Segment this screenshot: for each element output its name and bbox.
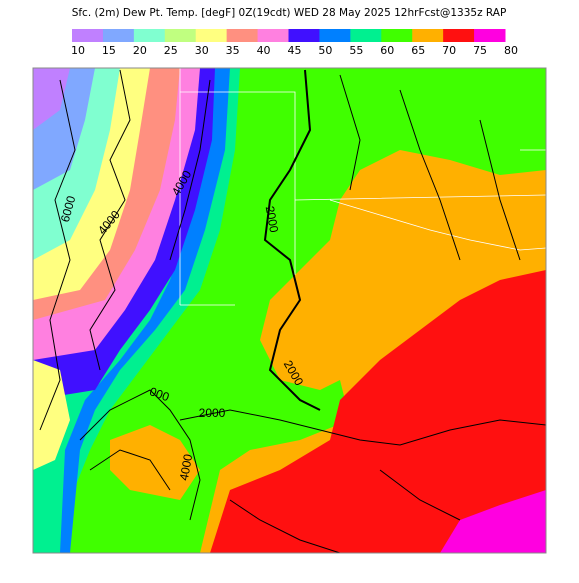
map: 6000 4000 4000 2000 2000 2000 000 4000 [32,67,547,554]
contour-label: 6000 [58,194,79,224]
contour [89,69,131,371]
contour-label: 4000 [177,453,195,482]
color-swatch [412,29,444,42]
colorbar-label: 40 [257,44,271,57]
color-swatch [72,29,104,42]
colorbar: 10 15 20 25 30 35 40 45 50 55 60 65 70 75 80 [71,29,518,57]
region [33,68,230,553]
region [210,270,546,553]
contour [263,69,321,411]
color-swatch [226,29,259,42]
colorbar-label: 60 [380,44,394,57]
contour [179,409,546,446]
contour-label: 2000 [199,406,226,420]
color-swatch [257,29,289,42]
colorbar-label: 30 [195,44,209,57]
colorbar-label: 70 [442,44,456,57]
contour [39,79,76,431]
map-frame [32,67,547,554]
contour-label: 000 [148,384,172,404]
color-swatch [443,29,475,42]
colorbar-label: 50 [318,44,332,57]
colorbar-label: 10 [71,44,85,57]
region [33,360,70,470]
color-swatch [195,29,228,42]
colorbar-label: 65 [411,44,425,57]
colorbar-label: 25 [164,44,178,57]
color-swatch [381,29,413,42]
region [440,490,546,553]
contour [229,469,461,553]
color-swatch [350,29,382,42]
color-swatch [102,29,135,42]
colorbar-label: 35 [226,44,240,57]
colorbar-label: 20 [133,44,147,57]
color-swatch [164,29,197,42]
contour [339,74,521,261]
color-swatch [288,29,320,42]
title: Sfc. (2m) Dew Pt. Temp. [degF] 0Z(19cdt)… [72,7,507,19]
color-swatch [133,29,166,42]
contour [169,79,211,261]
colorbar-label: 75 [473,44,487,57]
region [110,425,200,500]
border [179,68,546,306]
colorbar-label: 45 [288,44,302,57]
colorbar-label: 80 [504,44,518,57]
color-swatch [319,29,351,42]
contour-label: 2000 [263,205,281,234]
colorbar-label: 15 [102,44,116,57]
contour [79,389,201,521]
color-swatch [474,29,506,42]
colorbar-label: 55 [349,44,363,57]
